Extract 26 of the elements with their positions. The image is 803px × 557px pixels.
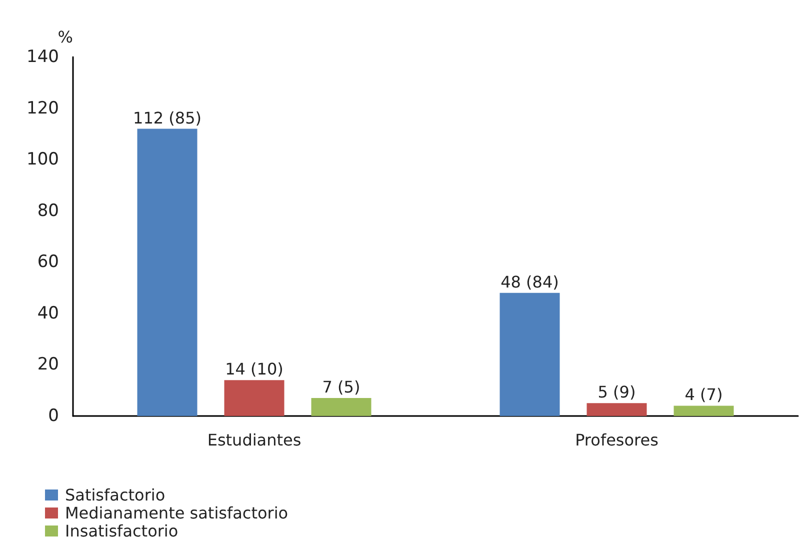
y-tick-label: 20	[37, 354, 59, 375]
y-tick-label: 40	[37, 303, 59, 324]
y-tick-label: 100	[26, 150, 59, 170]
y-axis-title: %	[58, 28, 73, 46]
data-label: 7 (5)	[322, 378, 360, 397]
legend-label: Satisfactorio	[65, 486, 166, 504]
bar	[674, 406, 734, 416]
y-tick-label: 120	[26, 98, 59, 118]
bar	[586, 403, 647, 416]
data-label: 48 (84)	[500, 272, 559, 292]
y-tick-label: 60	[37, 252, 59, 272]
legend-label: Insatisfactorio	[65, 522, 178, 540]
y-tick-label: 80	[37, 200, 59, 221]
data-label: 4 (7)	[684, 385, 723, 404]
x-tick-label: Profesores	[575, 430, 658, 450]
bar	[137, 128, 198, 416]
bar	[311, 398, 372, 416]
data-label: 14 (10)	[225, 360, 284, 379]
y-tick-label: 0	[48, 406, 59, 426]
data-label: 5 (9)	[598, 382, 636, 402]
data-label: 112 (85)	[133, 108, 202, 128]
x-tick-label: Estudiantes	[207, 430, 302, 450]
bar	[500, 292, 560, 416]
y-tick-label: 140	[26, 47, 59, 67]
bar	[224, 380, 284, 416]
legend-label: Medianamente satisfactorio	[65, 504, 288, 522]
